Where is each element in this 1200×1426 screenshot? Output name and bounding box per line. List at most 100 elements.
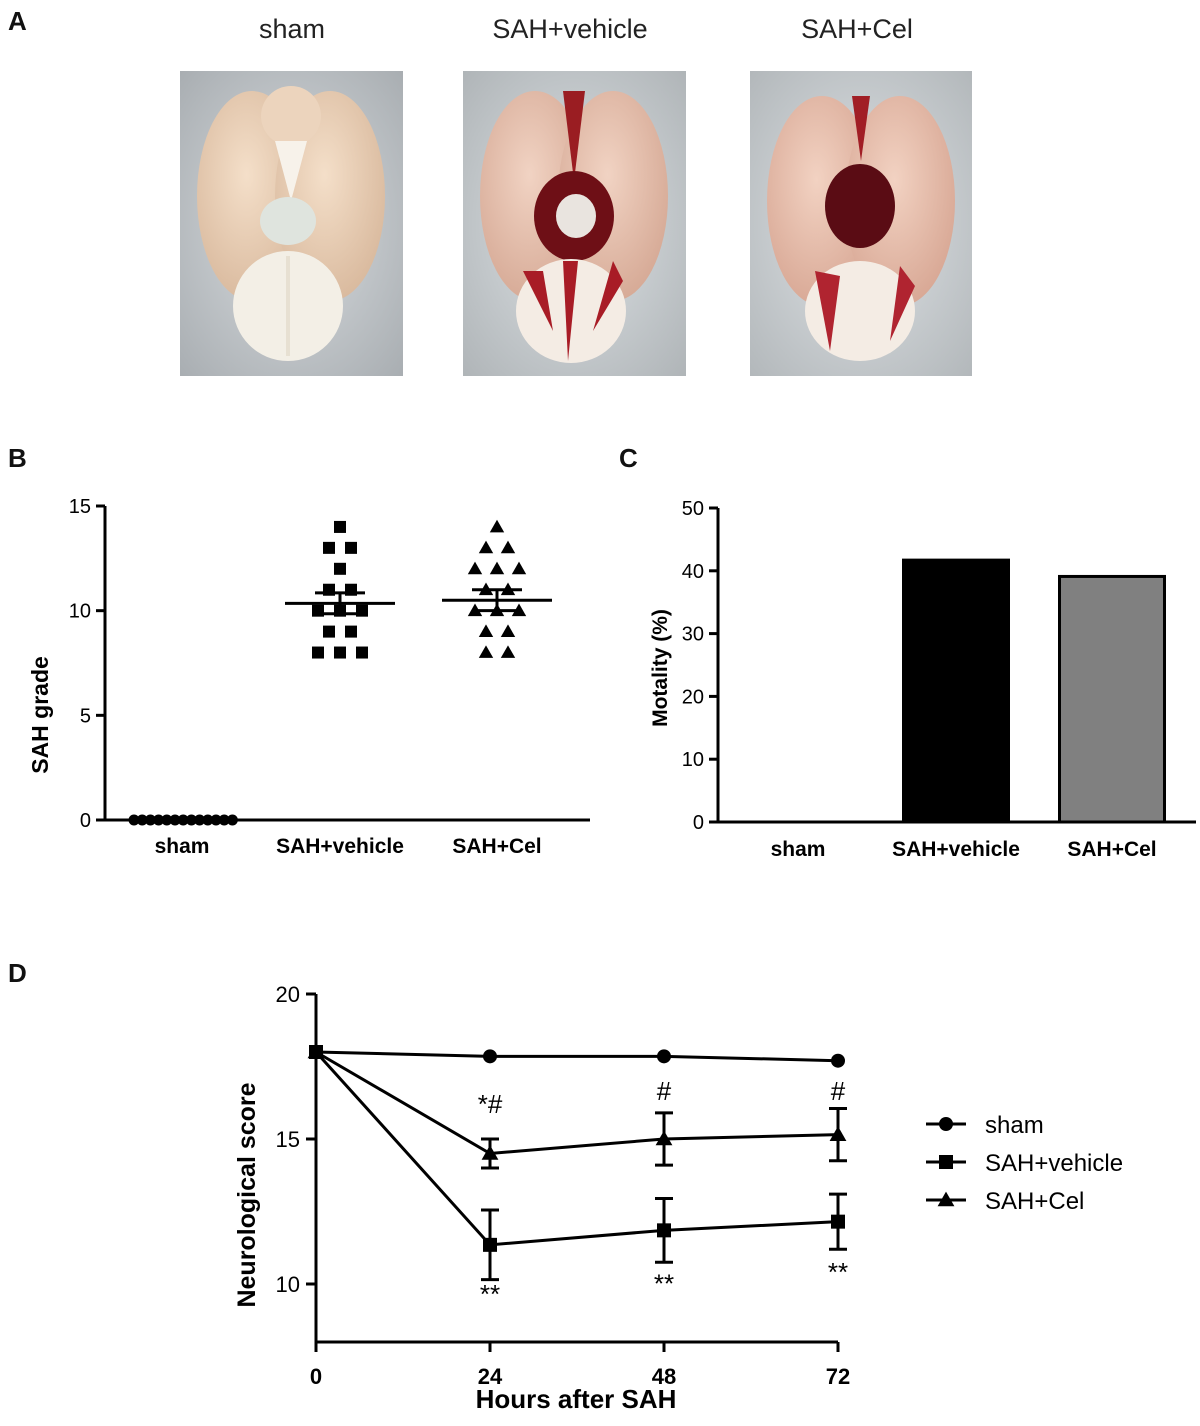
chart-b-point-sah-cel bbox=[478, 540, 494, 554]
chart-d-point-sham bbox=[831, 1053, 845, 1068]
chart-b-point-sah-cel bbox=[478, 645, 494, 658]
chart-d-point-sham bbox=[657, 1049, 671, 1064]
chart-b-point-sham bbox=[169, 814, 181, 826]
chart-d-significance-label: ** bbox=[828, 1257, 848, 1287]
chart-d-x-tick-label: 0 bbox=[310, 1364, 322, 1389]
chart-d-point-sah-cel bbox=[481, 1145, 499, 1160]
chart-b-point-sham bbox=[161, 814, 173, 826]
chart-d-legend: sham SAH+vehicle SAH+Cel bbox=[926, 1112, 1123, 1215]
chart-b-point-sah-cel bbox=[511, 561, 527, 575]
chart-b-point-sah-cel bbox=[500, 540, 516, 554]
chart-d-significance-label: # bbox=[831, 1076, 846, 1106]
chart-b-point-sham bbox=[218, 814, 230, 826]
chart-d-point-sah-cel bbox=[655, 1130, 673, 1146]
chart-b-ylabel: SAH grade bbox=[27, 656, 53, 774]
chart-b-point-sham bbox=[128, 814, 140, 826]
chart-d-xlabel: Hours after SAH bbox=[476, 1384, 677, 1414]
chart-c-x-tick-label: SAH+vehicle bbox=[892, 838, 1020, 861]
chart-c-y-tick-label: 10 bbox=[682, 749, 704, 771]
chart-d-neuro-score: 10 15 20 0 24 48 72 *# # # ** ** ** sham SAH+vehicle… bbox=[233, 982, 1123, 1414]
chart-d-significance-label: ** bbox=[480, 1279, 500, 1309]
chart-b-point-sah-vehicle bbox=[334, 562, 346, 575]
chart-b-y-tick-label: 15 bbox=[69, 496, 91, 518]
chart-b-point-sham bbox=[210, 814, 222, 826]
chart-d-point-sah-cel bbox=[307, 1043, 325, 1059]
chart-b-y-tick-label: 5 bbox=[80, 705, 91, 727]
chart-b-point-sham bbox=[194, 814, 206, 826]
chart-d-legend-label-sah-vehicle: SAH+vehicle bbox=[985, 1150, 1123, 1177]
chart-d-ylabel: Neurological score bbox=[233, 1082, 261, 1307]
chart-b-point-sham bbox=[226, 814, 238, 826]
chart-b-x-tick-label: sham bbox=[155, 835, 210, 858]
brain-photo-sah-cel bbox=[750, 71, 972, 376]
chart-b-point-sah-cel bbox=[500, 624, 516, 637]
chart-c-y-tick-label: 50 bbox=[682, 498, 704, 520]
chart-b-point-sah-vehicle bbox=[334, 520, 346, 533]
chart-c-bar-sah-cel bbox=[1058, 574, 1166, 824]
chart-d-legend-label-sah-cel: SAH+Cel bbox=[985, 1188, 1084, 1215]
chart-b-point-sham bbox=[153, 814, 165, 826]
chart-b-point-sah-cel bbox=[489, 561, 505, 575]
chart-c-bar-sah-vehicle bbox=[902, 558, 1010, 824]
panel-label-b: B bbox=[8, 443, 27, 473]
chart-d-x-tick-label: 24 bbox=[478, 1364, 503, 1389]
chart-b-point-sah-cel bbox=[489, 519, 505, 533]
chart-b-point-sah-cel bbox=[500, 645, 516, 658]
chart-d-legend-marker-sah-vehicle bbox=[939, 1155, 953, 1169]
brain-label-sah-cel: SAH+Cel bbox=[801, 14, 913, 44]
chart-d-y-tick-label: 20 bbox=[276, 982, 300, 1007]
chart-d-significance-label: ** bbox=[654, 1269, 674, 1299]
chart-b-point-sah-vehicle bbox=[345, 625, 357, 638]
panel-label-c: C bbox=[619, 443, 638, 473]
chart-b-point-sah-vehicle bbox=[312, 604, 324, 617]
chart-d-y-tick-label: 15 bbox=[276, 1127, 300, 1152]
chart-d-significance-label: # bbox=[657, 1076, 672, 1106]
chart-b-x-tick-label: SAH+Cel bbox=[452, 835, 541, 858]
chart-d-point-sah-vehicle bbox=[657, 1223, 671, 1238]
chart-c-mortality: 0 10 20 30 40 50 sham SAH+vehicle SAH+Cel Motali… bbox=[649, 498, 1196, 861]
chart-b-point-sham bbox=[202, 814, 214, 826]
chart-d-y-tick-label: 10 bbox=[276, 1272, 300, 1297]
chart-c-y-tick-label: 20 bbox=[682, 686, 704, 708]
chart-b-point-sah-vehicle bbox=[356, 646, 368, 659]
chart-d-significance-label: *# bbox=[478, 1089, 503, 1119]
chart-c-y-tick-label: 30 bbox=[682, 624, 704, 646]
chart-d-x-tick-label: 72 bbox=[826, 1364, 850, 1389]
chart-b-point-sham bbox=[185, 814, 197, 826]
chart-d-marks: *# # # ** ** ** bbox=[307, 1043, 848, 1309]
brain-label-sham: sham bbox=[258, 14, 326, 44]
chart-c-x-tick-label: sham bbox=[771, 838, 826, 861]
chart-b-point-sah-vehicle bbox=[312, 646, 324, 659]
chart-d-point-sah-cel bbox=[829, 1126, 847, 1141]
chart-b-y-tick-label: 0 bbox=[80, 810, 91, 832]
chart-b-point-sah-vehicle bbox=[323, 625, 335, 638]
panel-label-a: A bbox=[8, 6, 27, 36]
chart-d-legend-marker-sah-cel bbox=[937, 1191, 955, 1207]
chart-d-point-sah-vehicle bbox=[831, 1214, 845, 1229]
chart-b-y-tick-label: 10 bbox=[69, 601, 91, 623]
chart-b-point-sah-vehicle bbox=[345, 541, 357, 554]
chart-b-x-tick-label: SAH+vehicle bbox=[276, 835, 404, 858]
chart-c-marks bbox=[902, 558, 1166, 824]
chart-c-ylabel: Motality (%) bbox=[649, 609, 672, 727]
panel-label-d: D bbox=[8, 958, 27, 988]
chart-b-point-sah-vehicle bbox=[334, 646, 346, 659]
chart-b-sah-grade: 0 5 10 15 sham SAH+vehicle SAH+Cel SAH grade bbox=[27, 496, 590, 858]
chart-b-point-sham bbox=[177, 814, 189, 826]
chart-d-legend-label-sham: sham bbox=[985, 1112, 1044, 1139]
brain-label-sah-vehicle: SAH+vehicle bbox=[492, 14, 648, 44]
brain-photo-sham bbox=[180, 71, 403, 376]
chart-b-point-sah-cel bbox=[467, 561, 483, 575]
chart-b-point-sham bbox=[136, 814, 148, 826]
chart-c-y-tick-label: 0 bbox=[693, 812, 704, 834]
chart-d-line-sham bbox=[315, 1050, 839, 1063]
chart-d-point-sah-vehicle bbox=[483, 1237, 497, 1252]
chart-d-x-tick-label: 48 bbox=[652, 1364, 676, 1389]
chart-b-marks bbox=[128, 519, 552, 826]
chart-b-axes: 0 5 10 15 sham SAH+vehicle SAH+Cel bbox=[69, 496, 590, 858]
brain-photo-sah-vehicle bbox=[463, 71, 686, 376]
chart-b-point-sah-vehicle bbox=[323, 541, 335, 554]
chart-d-point-sham bbox=[483, 1049, 497, 1064]
chart-d-axes: 10 15 20 0 24 48 72 bbox=[276, 982, 851, 1389]
chart-d-line-sah-cel bbox=[315, 1050, 839, 1156]
